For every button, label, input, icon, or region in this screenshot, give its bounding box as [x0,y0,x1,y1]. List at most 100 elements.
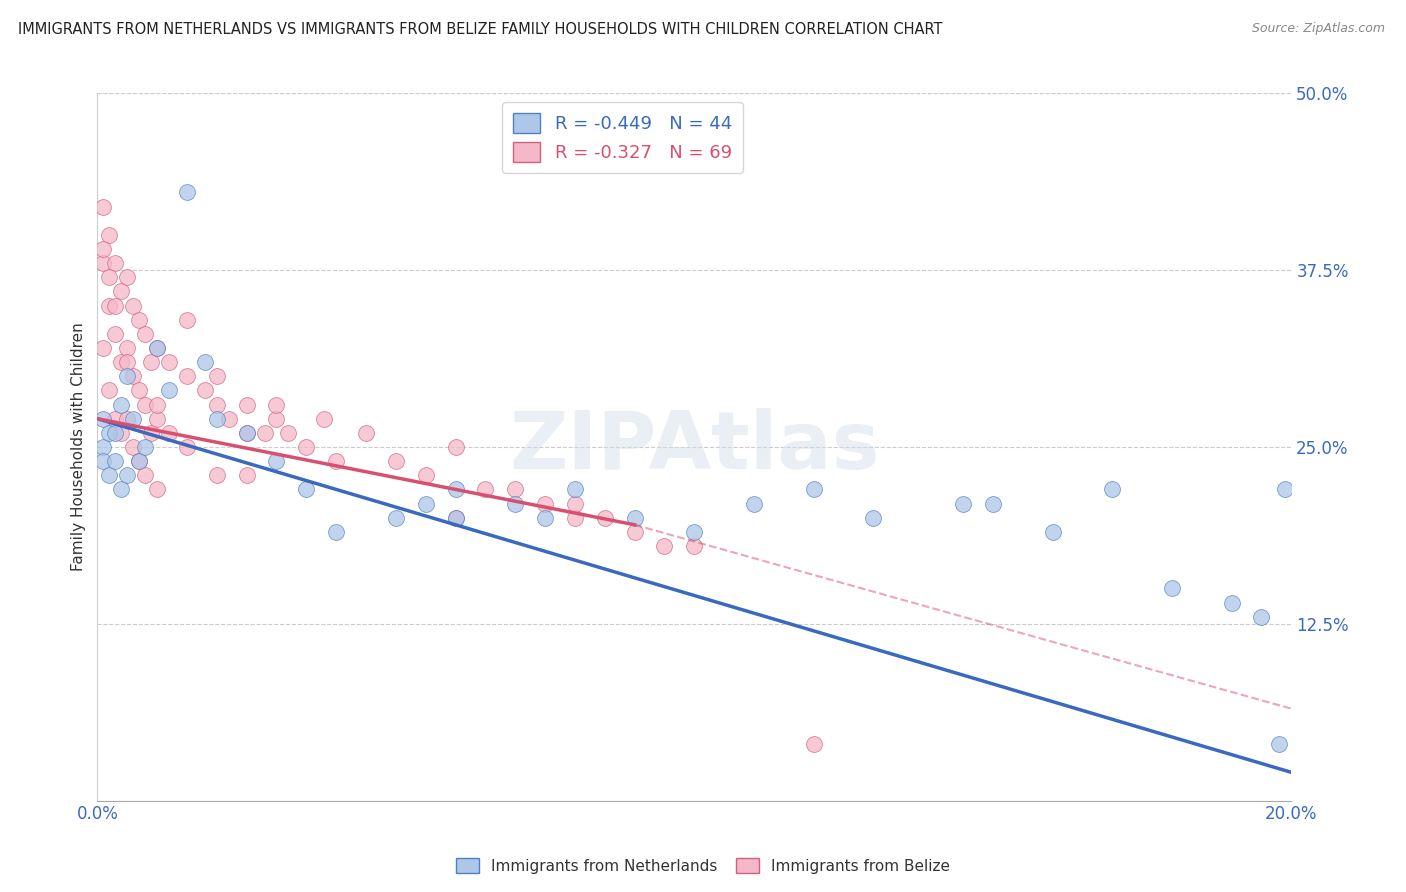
Point [444,510,467,524]
Point [122,440,145,454]
Point [176,312,198,326]
Point [194,355,217,369]
Point [205,411,228,425]
Point [235,425,257,440]
Point [564,497,586,511]
Point [115,355,138,369]
Point [623,510,645,524]
Point [1250,609,1272,624]
Point [325,454,347,468]
Point [503,483,526,497]
Point [104,454,127,468]
Point [415,497,437,511]
Point [253,425,276,440]
Point [415,468,437,483]
Point [503,497,526,511]
Point [98,270,121,285]
Point [205,369,228,384]
Point [385,510,408,524]
Point [444,483,467,497]
Point [122,299,145,313]
Point [134,468,156,483]
Point [91,256,114,270]
Point [115,341,138,355]
Y-axis label: Family Households with Children: Family Households with Children [72,323,86,572]
Point [128,384,150,398]
Point [325,524,347,539]
Point [146,398,169,412]
Text: IMMIGRANTS FROM NETHERLANDS VS IMMIGRANTS FROM BELIZE FAMILY HOUSEHOLDS WITH CHI: IMMIGRANTS FROM NETHERLANDS VS IMMIGRANT… [18,22,943,37]
Point [104,411,127,425]
Point [205,468,228,483]
Point [146,411,169,425]
Point [862,510,884,524]
Point [157,425,180,440]
Point [115,411,138,425]
Text: Source: ZipAtlas.com: Source: ZipAtlas.com [1251,22,1385,36]
Point [134,326,156,341]
Point [110,398,132,412]
Point [295,483,318,497]
Point [146,341,169,355]
Point [98,227,121,242]
Point [534,510,557,524]
Point [115,369,138,384]
Point [623,524,645,539]
Point [654,539,676,553]
Point [683,524,706,539]
Point [134,440,156,454]
Point [110,425,132,440]
Point [1220,596,1243,610]
Point [235,425,257,440]
Point [235,468,257,483]
Point [742,497,765,511]
Point [235,398,257,412]
Point [98,425,121,440]
Point [110,285,132,299]
Point [1268,737,1291,751]
Point [683,539,706,553]
Point [176,369,198,384]
Point [564,483,586,497]
Point [194,384,217,398]
Point [91,411,114,425]
Legend: R = -0.449   N = 44, R = -0.327   N = 69: R = -0.449 N = 44, R = -0.327 N = 69 [502,103,742,173]
Point [266,454,288,468]
Point [176,186,198,200]
Point [593,510,616,524]
Point [803,737,825,751]
Point [104,326,127,341]
Point [952,497,974,511]
Point [295,440,318,454]
Point [139,355,162,369]
Point [1161,582,1184,596]
Point [277,425,299,440]
Point [139,425,162,440]
Point [176,440,198,454]
Point [157,355,180,369]
Point [104,299,127,313]
Point [98,468,121,483]
Point [91,454,114,468]
Point [91,440,114,454]
Point [444,440,467,454]
Point [354,425,377,440]
Point [104,256,127,270]
Text: ZIPAtlas: ZIPAtlas [509,408,880,486]
Point [981,497,1004,511]
Point [564,510,586,524]
Point [122,369,145,384]
Point [1101,483,1123,497]
Legend: Immigrants from Netherlands, Immigrants from Belize: Immigrants from Netherlands, Immigrants … [450,852,956,880]
Point [110,483,132,497]
Point [128,312,150,326]
Point [91,341,114,355]
Point [146,483,169,497]
Point [128,454,150,468]
Point [104,425,127,440]
Point [157,384,180,398]
Point [1042,524,1064,539]
Point [534,497,557,511]
Point [474,483,496,497]
Point [205,398,228,412]
